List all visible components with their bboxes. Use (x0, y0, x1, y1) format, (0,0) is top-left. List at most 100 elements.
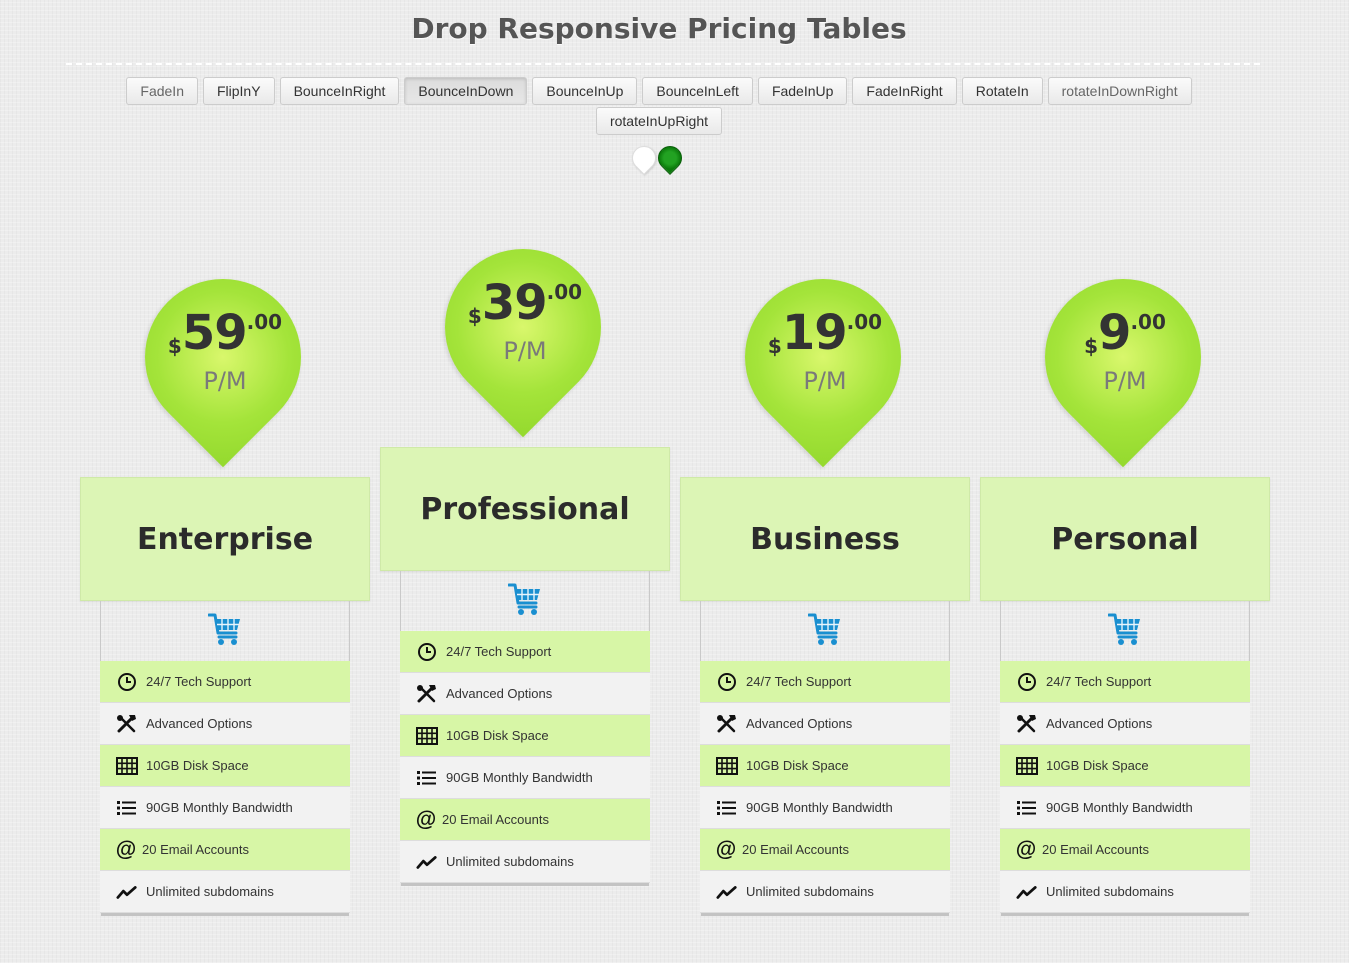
feature-list: 24/7 Tech Support Advanced Options 10GB Di… (400, 631, 650, 883)
grid-icon (1016, 756, 1038, 776)
feature-item: 24/7 Tech Support (400, 631, 650, 673)
animation-button-flipiny[interactable]: FlipInY (202, 77, 275, 105)
list-icon (116, 798, 138, 818)
trend-icon (716, 882, 738, 902)
feature-text: 10GB Disk Space (446, 728, 549, 743)
feature-list: 24/7 Tech Support Advanced Options 10GB Di… (100, 661, 350, 913)
feature-text: 90GB Monthly Bandwidth (146, 800, 293, 815)
feature-text: Unlimited subdomains (746, 884, 874, 899)
plan-name: Business (680, 477, 970, 601)
feature-text: Unlimited subdomains (146, 884, 274, 899)
tools-icon (416, 684, 438, 704)
grid-icon (416, 726, 438, 746)
animation-button-bounceinright[interactable]: BounceInRight (279, 77, 400, 105)
price-period: P/M (803, 367, 847, 395)
feature-text: 10GB Disk Space (146, 758, 249, 773)
animation-button-bounceindown[interactable]: BounceInDown (404, 77, 528, 105)
feature-item: 10GB Disk Space (100, 745, 350, 787)
feature-item: Unlimited subdomains (400, 841, 650, 883)
price-cents: .00 (246, 310, 283, 334)
animation-button-rotatein[interactable]: RotateIn (961, 77, 1043, 105)
feature-item: Advanced Options (100, 703, 350, 745)
theme-white-dot[interactable] (627, 141, 661, 175)
feature-item: 10GB Disk Space (700, 745, 950, 787)
grid-icon (116, 756, 138, 776)
feature-item: 90GB Monthly Bandwidth (700, 787, 950, 829)
feature-text: 24/7 Tech Support (146, 674, 252, 689)
feature-item: 24/7 Tech Support (700, 661, 950, 703)
list-icon (1016, 798, 1038, 818)
add-to-cart-button[interactable] (100, 601, 350, 661)
feature-item: 24/7 Tech Support (1000, 661, 1250, 703)
animation-button-fadeinright[interactable]: FadeInRight (852, 77, 957, 105)
price-display: $59.00 (80, 305, 370, 361)
price-display: $9.00 (980, 305, 1270, 361)
price-amount: 59 (181, 305, 248, 361)
feature-text: 24/7 Tech Support (746, 674, 852, 689)
theme-switch (627, 141, 687, 175)
plan-name: Professional (380, 447, 670, 571)
animation-button-fadeinup[interactable]: FadeInUp (757, 77, 848, 105)
theme-green-dot[interactable] (653, 141, 687, 175)
clock-icon (116, 672, 138, 692)
animation-button-bounceinleft[interactable]: BounceInLeft (642, 77, 753, 105)
price-currency: $ (1084, 334, 1099, 358)
feature-item: 24/7 Tech Support (100, 661, 350, 703)
tools-icon (716, 714, 738, 734)
cart-icon (507, 581, 542, 622)
plan-name: Personal (980, 477, 1270, 601)
feature-text: Unlimited subdomains (1046, 884, 1174, 899)
animation-button-rotateinupright[interactable]: rotateInUpRight (595, 107, 723, 135)
feature-text: Advanced Options (1046, 716, 1153, 731)
trend-icon (416, 852, 438, 872)
price-cents: .00 (1130, 310, 1166, 334)
price-currency: $ (467, 304, 482, 328)
feature-item: 90GB Monthly Bandwidth (100, 787, 350, 829)
price-amount: 39 (481, 275, 548, 331)
feature-item: @20 Email Accounts (400, 799, 650, 841)
feature-text: 10GB Disk Space (746, 758, 849, 773)
list-icon (716, 798, 738, 818)
trend-icon (1016, 882, 1038, 902)
feature-text: Advanced Options (446, 686, 553, 701)
animation-button-bounceinup[interactable]: BounceInUp (532, 77, 638, 105)
grid-icon (716, 756, 738, 776)
price-currency: $ (167, 334, 182, 358)
feature-item: Unlimited subdomains (700, 871, 950, 913)
price-currency: $ (767, 334, 782, 358)
feature-text: 90GB Monthly Bandwidth (746, 800, 893, 815)
feature-item: 10GB Disk Space (400, 715, 650, 757)
feature-text: 24/7 Tech Support (446, 644, 552, 659)
feature-list: 24/7 Tech Support Advanced Options 10GB Di… (700, 661, 950, 913)
add-to-cart-button[interactable] (1000, 601, 1250, 661)
feature-text: 20 Email Accounts (1042, 842, 1149, 857)
clock-icon (716, 672, 738, 692)
add-to-cart-button[interactable] (700, 601, 950, 661)
add-to-cart-button[interactable] (400, 571, 650, 631)
feature-text: Unlimited subdomains (446, 854, 574, 869)
animation-button-rotateindownright[interactable]: rotateInDownRight (1047, 77, 1192, 105)
clock-icon (1016, 672, 1038, 692)
price-amount: 9 (1098, 305, 1131, 361)
page-title: Drop Responsive Pricing Tables (411, 12, 907, 45)
list-icon (416, 768, 438, 788)
feature-text: 10GB Disk Space (1046, 758, 1149, 773)
price-period: P/M (1103, 367, 1147, 395)
price-cents: .00 (846, 310, 883, 334)
feature-item: Unlimited subdomains (1000, 871, 1250, 913)
price-cents: .00 (546, 280, 583, 304)
price-period: P/M (503, 337, 547, 365)
feature-list: 24/7 Tech Support Advanced Options 10GB Di… (1000, 661, 1250, 913)
at-icon: @ (415, 807, 437, 831)
clock-icon (416, 642, 438, 662)
feature-item: Unlimited subdomains (100, 871, 350, 913)
feature-text: 90GB Monthly Bandwidth (446, 770, 593, 785)
animation-button-fadein[interactable]: FadeIn (126, 77, 198, 105)
tools-icon (1016, 714, 1038, 734)
feature-text: 24/7 Tech Support (1046, 674, 1152, 689)
feature-item: Advanced Options (1000, 703, 1250, 745)
trend-icon (116, 882, 138, 902)
at-icon: @ (115, 837, 137, 861)
price-display: $19.00 (680, 305, 970, 361)
cart-icon (1107, 611, 1142, 652)
